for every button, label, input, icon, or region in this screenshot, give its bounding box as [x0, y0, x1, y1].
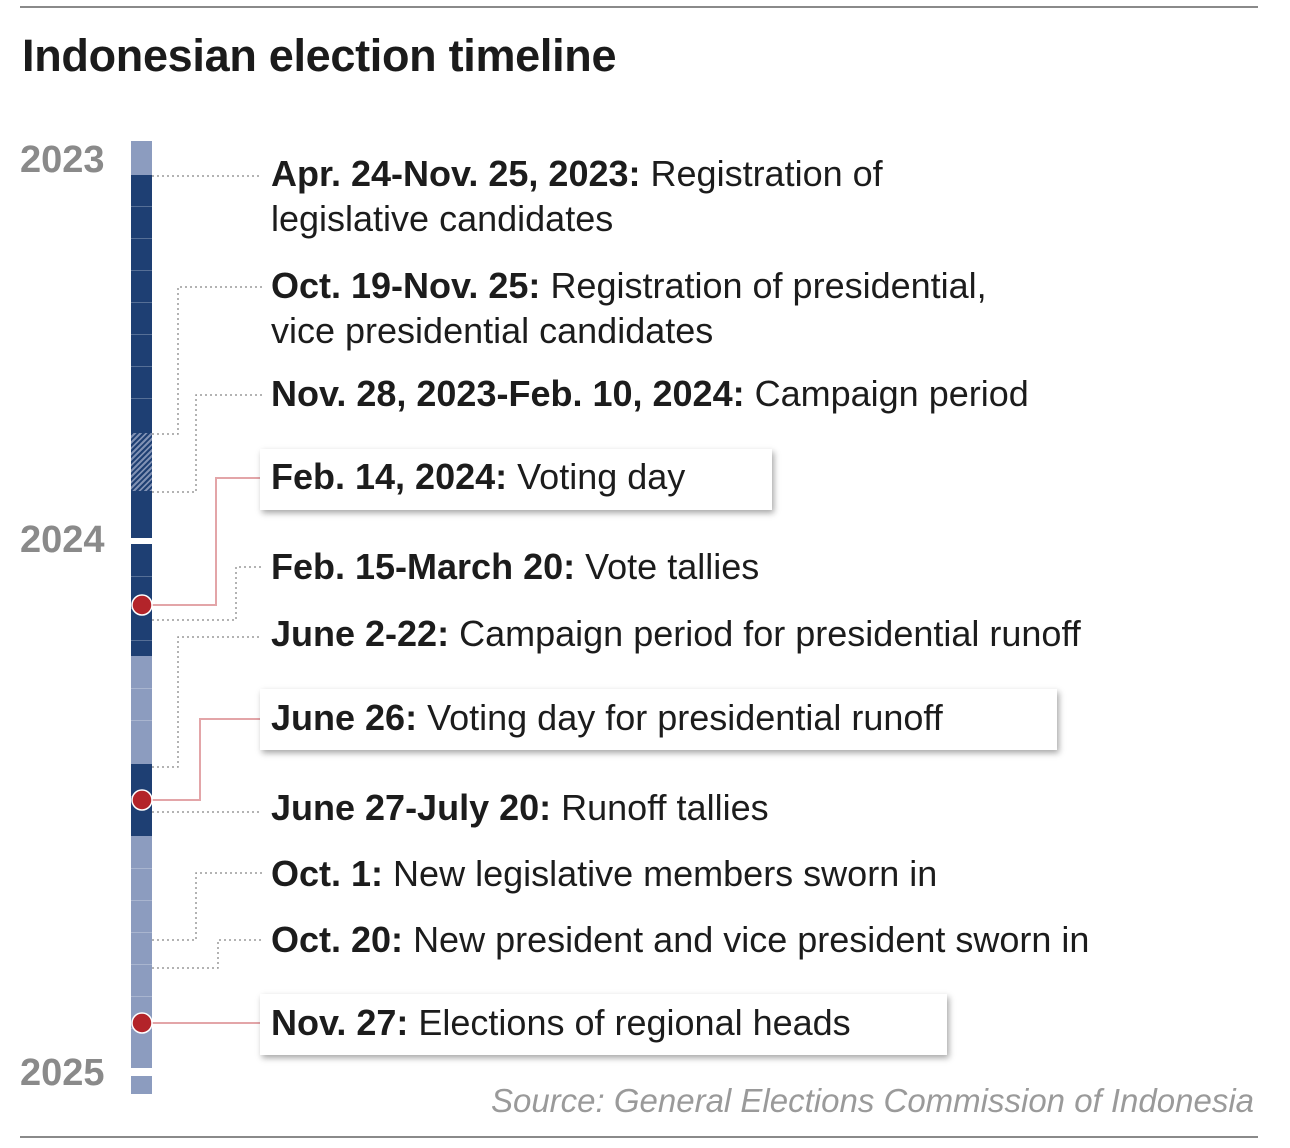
event-date: Nov. 28, 2023-Feb. 10, 2024:: [271, 373, 745, 414]
event-label-line2: legislative candidates: [271, 198, 614, 239]
connector-oct1: [152, 872, 262, 941]
event-president-sworn-in: Oct. 20: New president and vice presiden…: [271, 917, 1089, 962]
event-date: Oct. 19-Nov. 25:: [271, 265, 541, 306]
event-label-line2: vice presidential candidates: [271, 310, 714, 351]
event-date: June 26:: [271, 697, 418, 738]
year-label-2025: 2025: [20, 1052, 105, 1094]
event-date: Feb. 15-March 20:: [271, 546, 576, 587]
year-label-2024: 2024: [20, 519, 105, 561]
event-voting-day: Feb. 14, 2024: Voting day: [271, 454, 685, 499]
event-label: Registration of presidential,: [550, 265, 987, 306]
event-date: Feb. 14, 2024:: [271, 456, 508, 497]
connector-june2: [152, 636, 262, 768]
event-date: Oct. 1:: [271, 853, 384, 894]
bottom-rule: [20, 1136, 1258, 1138]
highlight-box-nov27: [260, 994, 947, 1055]
connector-oct20: [152, 939, 262, 969]
source-note: Source: General Elections Commission of …: [490, 1082, 1254, 1119]
event-label: New legislative members sworn in: [393, 853, 938, 894]
event-date: June 2-22:: [271, 613, 450, 654]
event-label: Elections of regional heads: [418, 1002, 851, 1043]
bar-segment-2023-pre: [131, 141, 152, 175]
event-label: New president and vice president sworn i…: [413, 919, 1090, 960]
highlight-box-june26: [260, 689, 1057, 750]
event-date: June 27-July 20:: [271, 787, 552, 828]
year-label-2023: 2023: [20, 139, 105, 181]
event-label: Voting day for presidential runoff: [427, 697, 943, 738]
event-legislative-sworn-in: Oct. 1: New legislative members sworn in: [271, 851, 937, 896]
event-regional-elections: Nov. 27: Elections of regional heads: [271, 1000, 851, 1045]
bar-segment-late-campaign: [131, 491, 152, 538]
event-campaign-period: Nov. 28, 2023-Feb. 10, 2024: Campaign pe…: [271, 371, 1029, 416]
event-label: Runoff tallies: [561, 787, 769, 828]
connector-oct19: [152, 286, 262, 435]
event-legislative-registration: Apr. 24-Nov. 25, 2023: Registration of l…: [271, 151, 883, 241]
top-rule: [20, 6, 1258, 8]
event-label: Campaign period for presidential runoff: [459, 613, 1081, 654]
connector-june26: [142, 718, 262, 801]
event-label: Voting day: [517, 456, 686, 497]
event-date: Oct. 20:: [271, 919, 404, 960]
event-date: Nov. 27:: [271, 1002, 409, 1043]
event-runoff-campaign: June 2-22: Campaign period for president…: [271, 611, 1081, 656]
highlight-box-feb14: [260, 449, 772, 510]
event-vote-tallies: Feb. 15-March 20: Vote tallies: [271, 544, 759, 589]
event-runoff-voting: June 26: Voting day for presidential run…: [271, 695, 943, 740]
connector-feb14: [142, 477, 262, 606]
marker-feb14: [131, 594, 153, 616]
event-label: Registration of: [650, 153, 883, 194]
bar-segment-2025: [131, 1076, 152, 1094]
marker-nov27: [131, 1012, 153, 1034]
marker-june26: [131, 789, 153, 811]
event-date: Apr. 24-Nov. 25, 2023:: [271, 153, 641, 194]
bar-segment-campaign-hatched: [131, 433, 152, 491]
connector-feb15: [152, 566, 262, 621]
event-label: Vote tallies: [585, 546, 760, 587]
bar-segment-registration: [131, 175, 152, 433]
event-label: Campaign period: [754, 373, 1029, 414]
event-runoff-tallies: June 27-July 20: Runoff tallies: [271, 785, 769, 830]
connector-nov28: [152, 394, 262, 493]
event-presidential-registration: Oct. 19-Nov. 25: Registration of preside…: [271, 263, 987, 353]
bar-segment-late-2024: [131, 836, 152, 1068]
bar-segment-spring: [131, 656, 152, 764]
chart-title: Indonesian election timeline: [22, 30, 617, 81]
